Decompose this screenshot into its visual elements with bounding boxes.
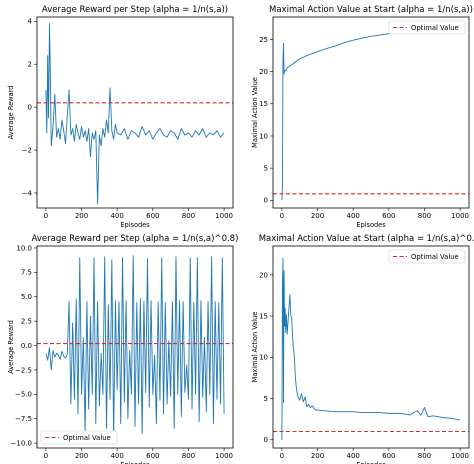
series-line (45, 255, 225, 439)
x-axis-label: Episodes (120, 461, 150, 464)
x-tick-label: 0 (44, 452, 48, 460)
y-tick-label: 0 (264, 197, 268, 205)
legend: Optimal Value (388, 20, 466, 35)
x-tick-label: 0 (44, 212, 48, 220)
y-tick-label: 4 (28, 18, 33, 26)
y-tick-label: −2 (22, 146, 32, 154)
y-tick-label: −7.5 (15, 415, 32, 423)
y-axis-label: Average Reward (7, 320, 15, 374)
x-tick-label: 200 (311, 452, 324, 460)
x-tick-label: 400 (346, 212, 359, 220)
x-tick-label: 1000 (451, 452, 469, 460)
legend-box (40, 430, 118, 445)
chart-title: Average Reward per Step (alpha = 1/n(s,a… (32, 234, 239, 244)
y-tick-label: 10 (259, 354, 268, 362)
y-tick-label: 5.0 (21, 293, 32, 301)
x-tick-label: 1000 (215, 452, 233, 460)
y-tick-label: 0 (28, 104, 32, 112)
y-tick-label: 0.0 (21, 342, 32, 350)
y-tick-label: 15 (259, 100, 268, 108)
x-tick-label: 800 (182, 212, 195, 220)
chart-title: Average Reward per Step (alpha = 1/n(s,a… (42, 5, 228, 15)
y-axis-label: Average Reward (7, 86, 15, 140)
x-tick-label: 600 (382, 452, 395, 460)
x-tick-label: 400 (346, 452, 359, 460)
y-tick-label: 2 (28, 61, 32, 69)
y-tick-label: 0 (264, 436, 268, 444)
axes-frame (272, 245, 470, 449)
x-tick-label: 200 (75, 212, 88, 220)
x-tick-label: 800 (182, 452, 195, 460)
y-tick-label: 5 (264, 395, 268, 403)
axes-frame (36, 16, 234, 209)
chart-title: Maximal Action Value at Start (alpha = 1… (269, 5, 473, 15)
axes-frame (36, 245, 234, 449)
x-axis-label: Episodes (356, 461, 386, 464)
legend: Optimal Value (40, 430, 118, 445)
chart-3: 0 200 400 600 800 1000 −10.0 −7.5 −5.0 −2.5 0.0 2.5… (7, 234, 238, 464)
chart-2: 0 200 400 600 800 1000 0 5 10 15 20 25 Maximal Actio… (251, 5, 473, 229)
x-tick-label: 1000 (451, 212, 469, 220)
chart-1: 0 200 400 600 800 1000 −4 −2 0 2 4 Average Reward p… (7, 5, 234, 229)
y-tick-label: −4 (22, 189, 33, 197)
x-tick-label: 600 (382, 212, 395, 220)
x-tick-label: 600 (146, 452, 159, 460)
y-tick-label: −5.0 (15, 391, 32, 399)
x-tick-label: 0 (280, 212, 284, 220)
x-tick-label: 200 (75, 452, 88, 460)
x-axis-label: Episodes (120, 221, 150, 229)
y-tick-label: −2.5 (15, 366, 32, 374)
y-tick-label: −10.0 (11, 440, 32, 448)
y-tick-label: 20 (259, 271, 268, 279)
x-tick-label: 1000 (215, 212, 233, 220)
y-tick-label: 20 (259, 68, 268, 76)
x-tick-label: 0 (280, 452, 284, 460)
y-tick-label: 5 (264, 165, 268, 173)
x-tick-label: 400 (110, 212, 123, 220)
x-tick-label: 600 (146, 212, 159, 220)
x-tick-label: 800 (418, 452, 431, 460)
x-axis-label: Episodes (356, 221, 386, 229)
y-tick-label: 2.5 (21, 318, 32, 326)
y-tick-label: 10 (259, 132, 268, 140)
legend-entry: Optimal Value (63, 434, 111, 442)
legend-entry: Optimal Value (411, 24, 459, 32)
y-axis-label: Maximal Action Value (251, 77, 259, 148)
series-line (281, 257, 461, 440)
x-tick-label: 400 (110, 452, 123, 460)
series-line (45, 22, 225, 205)
legend-box (388, 20, 466, 35)
y-tick-label: 15 (259, 312, 268, 320)
legend-entry: Optimal Value (411, 253, 459, 261)
x-tick-label: 800 (418, 212, 431, 220)
y-tick-label: 10.0 (16, 244, 32, 252)
y-tick-label: 25 (259, 36, 268, 44)
x-tick-label: 200 (311, 212, 324, 220)
axes-frame (272, 16, 470, 209)
chart-4: 0 200 400 600 800 1000 0 5 10 15 20 Maximal Action … (251, 234, 474, 464)
y-tick-label: 7.5 (21, 269, 32, 277)
legend: Optimal Value (388, 249, 466, 264)
legend-box (388, 249, 466, 264)
chart-title: Maximal Action Value at Start (alpha = 1… (259, 234, 474, 244)
y-axis-label: Maximal Action Value (251, 312, 259, 383)
series-line (281, 24, 461, 201)
